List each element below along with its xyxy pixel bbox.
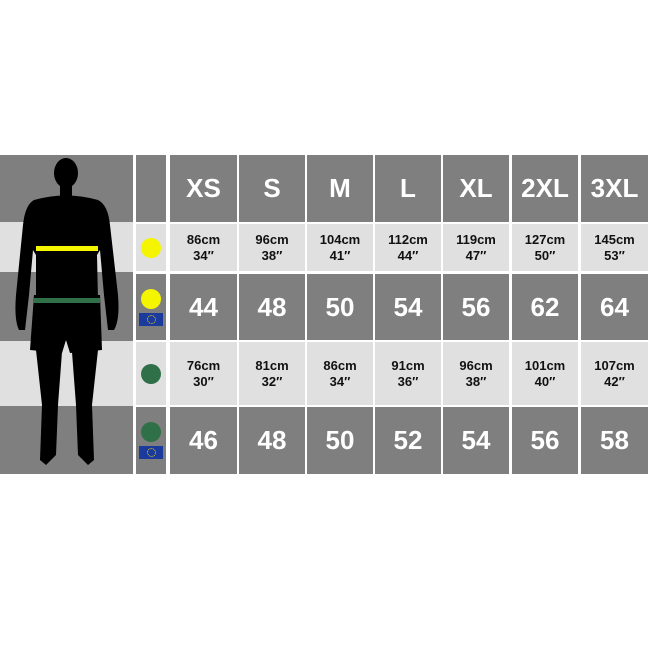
eu-size-value: 50 [325,291,355,322]
size-label: 2XL [521,173,569,203]
table-cell: 50 [307,274,373,340]
eu-size-value: 50 [325,425,355,455]
eu-size-value: 48 [257,425,287,455]
table-cell: 112cm 44″ [375,224,441,271]
size-header-L: L [375,155,441,222]
inch-value: 42″ [604,373,625,389]
size-header-3XL: 3XL [581,155,648,222]
table-cell: 86cm 34″ [170,224,237,271]
size-label: XS [186,173,221,203]
chest-dot-icon [141,237,161,258]
table-cell: 48 [239,274,305,340]
chest-dot-icon [141,288,161,309]
table-cell: 91cm 36″ [375,342,441,405]
chest-line [36,246,98,251]
table-cell: 76cm 30″ [170,342,237,405]
eu-size-value: 48 [257,291,287,322]
size-header-XS: XS [170,155,237,222]
table-cell: 50 [307,407,373,474]
body-figure-panel [0,155,133,474]
cm-value: 96cm [255,231,289,247]
cm-value: 91cm [391,357,425,373]
eu-size-value: 56 [461,291,491,322]
row-icon-cell [136,224,166,271]
eu-size-value: 54 [461,425,491,455]
size-label: XL [459,173,493,203]
size-header-M: M [307,155,373,222]
inch-value: 34″ [329,373,351,389]
table-cell: 81cm 32″ [239,342,305,405]
inch-value: 47″ [465,247,487,263]
eu-flag-icon [139,446,163,459]
waist-dot-icon [141,363,161,384]
row-icon-cell [136,342,166,405]
inch-value: 38″ [261,247,283,263]
inch-value: 44″ [397,247,419,263]
eu-size-value: 58 [600,425,629,455]
table-cell: 107cm 42″ [581,342,648,405]
cm-value: 86cm [323,357,357,373]
cm-value: 119cm [456,231,496,247]
size-label: L [400,173,416,203]
table-cell: 46 [170,407,237,474]
table-cell: 48 [239,407,305,474]
cm-value: 112cm [388,231,428,247]
table-cell: 96cm 38″ [239,224,305,271]
table-cell: 86cm 34″ [307,342,373,405]
cm-value: 86cm [186,231,221,247]
table-cell: 56 [512,407,578,474]
inch-value: 40″ [534,373,556,389]
inch-value: 36″ [397,373,419,389]
table-cell: 44 [170,274,237,340]
table-cell: 64 [581,274,648,340]
table-cell: 104cm 41″ [307,224,373,271]
table-cell: 101cm 40″ [512,342,578,405]
cm-value: 145cm [594,231,635,247]
table-cell: 58 [581,407,648,474]
man-silhouette-icon [15,158,119,465]
inch-value: 30″ [193,373,214,389]
cm-value: 127cm [524,231,566,247]
icon-header-cell [136,155,166,222]
eu-size-value: 62 [530,291,560,322]
waist-line [33,298,100,303]
size-label: M [329,173,351,203]
cm-value: 104cm [319,231,361,247]
inch-value: 34″ [193,247,214,263]
waist-dot-icon [141,422,161,442]
inch-value: 50″ [534,247,556,263]
inch-value: 53″ [604,247,625,263]
eu-size-value: 64 [600,291,629,322]
eu-size-value: 52 [393,425,423,455]
cm-value: 96cm [459,357,493,373]
table-cell: 62 [512,274,578,340]
eu-size-value: 54 [393,291,423,322]
table-cell: 127cm 50″ [512,224,578,271]
size-label: 3XL [590,173,639,203]
inch-value: 41″ [329,247,351,263]
inch-value: 38″ [465,373,487,389]
row-icon-cell [136,274,166,340]
table-cell: 54 [375,274,441,340]
table-cell: 145cm 53″ [581,224,648,271]
size-header-XL: XL [443,155,509,222]
table-cell: 119cm 47″ [443,224,509,271]
eu-size-value: 44 [189,291,218,322]
cm-value: 107cm [594,357,635,373]
table-cell: 96cm 38″ [443,342,509,405]
row-icon-cell [136,407,166,474]
eu-size-value: 46 [189,425,218,455]
size-header-S: S [239,155,305,222]
eu-size-value: 56 [530,425,560,455]
cm-value: 101cm [524,357,566,373]
cm-value: 81cm [255,357,289,373]
table-cell: 56 [443,274,509,340]
size-label: S [263,173,281,203]
size-header-2XL: 2XL [512,155,578,222]
cm-value: 76cm [186,357,221,373]
inch-value: 32″ [261,373,283,389]
table-cell: 52 [375,407,441,474]
eu-flag-icon [139,312,163,326]
table-cell: 54 [443,407,509,474]
